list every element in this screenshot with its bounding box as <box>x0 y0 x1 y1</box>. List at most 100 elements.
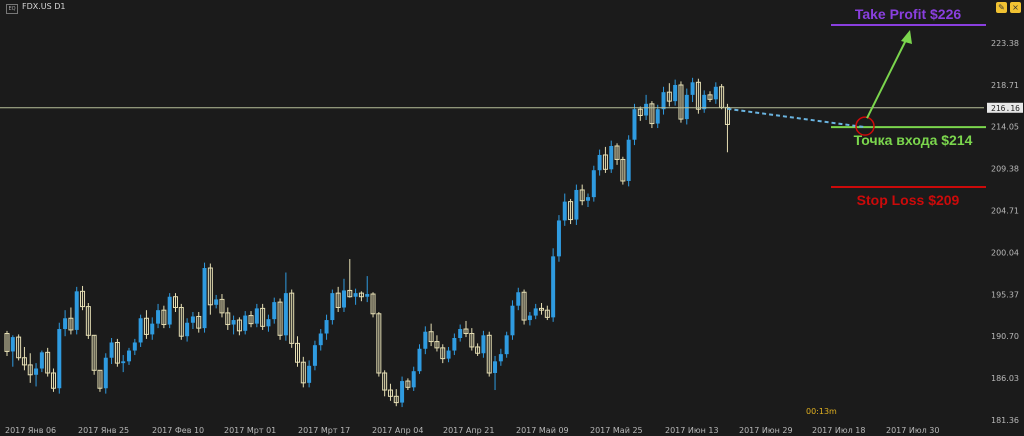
candle-body <box>353 293 358 297</box>
candle-body <box>387 389 393 397</box>
x-tick-label: 2017 Июн 29 <box>739 426 793 435</box>
candle-body <box>695 81 701 110</box>
candle-body <box>231 320 236 325</box>
candle-body <box>39 352 44 369</box>
y-tick-label: 200.04 <box>991 248 1019 257</box>
x-tick-label: 2017 Июн 13 <box>665 426 719 435</box>
x-tick-label: 2017 Янв 06 <box>5 426 56 435</box>
candle-body <box>644 103 649 116</box>
candle-body <box>10 337 15 352</box>
candle-body <box>150 323 155 335</box>
entry-marker <box>855 116 875 136</box>
candle-body <box>63 318 68 330</box>
candle-body <box>539 307 545 311</box>
candle-body <box>504 335 509 355</box>
candle-body <box>347 289 353 298</box>
candle-body <box>591 170 596 198</box>
candle-body <box>190 316 195 323</box>
candle-body <box>713 86 718 100</box>
candle-body <box>632 109 637 140</box>
candle-body <box>307 365 312 383</box>
candle-body <box>243 315 248 331</box>
current-price-box <box>987 102 1023 113</box>
stop-loss-label: Stop Loss $209 <box>857 192 960 208</box>
candle-body <box>661 92 666 110</box>
target-arrow <box>866 39 907 119</box>
candle-body <box>365 294 370 297</box>
candle-body <box>254 308 259 324</box>
candle-body <box>690 82 695 95</box>
candle-body <box>85 306 91 336</box>
bar-timer: 00:13m <box>806 407 837 416</box>
candle-body <box>568 201 574 221</box>
candle-body <box>272 302 277 320</box>
projection-line <box>727 107 866 129</box>
x-tick-label: 2017 Июл 30 <box>886 426 939 435</box>
candle-body <box>475 346 481 354</box>
y-tick-label: 190.70 <box>991 332 1019 341</box>
candle-body <box>649 103 655 125</box>
candle-body <box>510 305 515 336</box>
candle-body <box>219 298 225 314</box>
candle-body <box>602 154 608 170</box>
candle-body <box>132 342 137 351</box>
candle-body <box>214 299 219 305</box>
x-tick-label: 2017 Мрт 01 <box>224 426 276 435</box>
candle-body <box>376 313 382 374</box>
candle-body <box>27 364 33 376</box>
candle-body <box>156 310 161 324</box>
candle-body <box>324 320 329 334</box>
candle-body <box>428 331 434 343</box>
candle-body <box>202 268 207 329</box>
x-tick-label: 2017 Янв 25 <box>78 426 129 435</box>
candle-body <box>579 189 585 202</box>
candle-body <box>533 308 538 316</box>
candle-body <box>91 334 97 371</box>
candle-body <box>637 108 643 116</box>
candles-layer <box>4 77 730 408</box>
symbol-label: FDX.US D1 <box>22 2 66 11</box>
candle-body <box>463 328 469 335</box>
candle-body <box>236 319 242 332</box>
candle-body <box>277 301 283 336</box>
candle-body <box>370 293 376 315</box>
candle-body <box>400 381 405 403</box>
candle-body <box>185 322 190 337</box>
candle-body <box>114 341 120 364</box>
candle-body <box>196 315 202 329</box>
candle-body <box>161 309 167 326</box>
close-icon[interactable]: × <box>1010 2 1021 13</box>
candle-body <box>283 293 288 336</box>
candle-body <box>609 145 614 170</box>
candle-body <box>527 315 532 321</box>
y-tick-label: 181.36 <box>991 416 1019 425</box>
candle-body <box>335 292 341 308</box>
candle-body <box>312 345 317 366</box>
current-price-label: 216.16 <box>991 104 1020 113</box>
edit-icon[interactable]: ✎ <box>996 2 1007 13</box>
x-tick-label: 2017 Май 25 <box>590 426 643 435</box>
y-tick-label: 195.37 <box>991 290 1019 299</box>
candle-body <box>440 347 446 360</box>
candle-body <box>673 84 678 102</box>
candle-body <box>481 335 486 354</box>
y-tick-label: 204.71 <box>991 207 1019 216</box>
x-tick-label: 2017 Апр 04 <box>372 426 423 435</box>
candle-body <box>330 293 335 321</box>
time-axis: 2017 Янв 06 2017 Янв 25 2017 Фев 10 2017 Мр… <box>5 407 939 435</box>
candle-body <box>97 369 103 389</box>
candle-body <box>318 333 323 346</box>
candle-body <box>260 307 266 327</box>
candle-body <box>138 318 143 343</box>
candle-body <box>207 267 213 306</box>
y-tick-label: 186.03 <box>991 374 1019 383</box>
candle-body <box>516 292 521 306</box>
candle-body <box>417 348 422 372</box>
candle-body <box>4 333 10 352</box>
candle-body <box>74 291 79 330</box>
candle-body <box>289 292 295 344</box>
candle-body <box>626 139 631 181</box>
candle-body <box>562 201 567 221</box>
y-tick-label: 218.71 <box>991 81 1019 90</box>
candle-body <box>382 372 388 391</box>
